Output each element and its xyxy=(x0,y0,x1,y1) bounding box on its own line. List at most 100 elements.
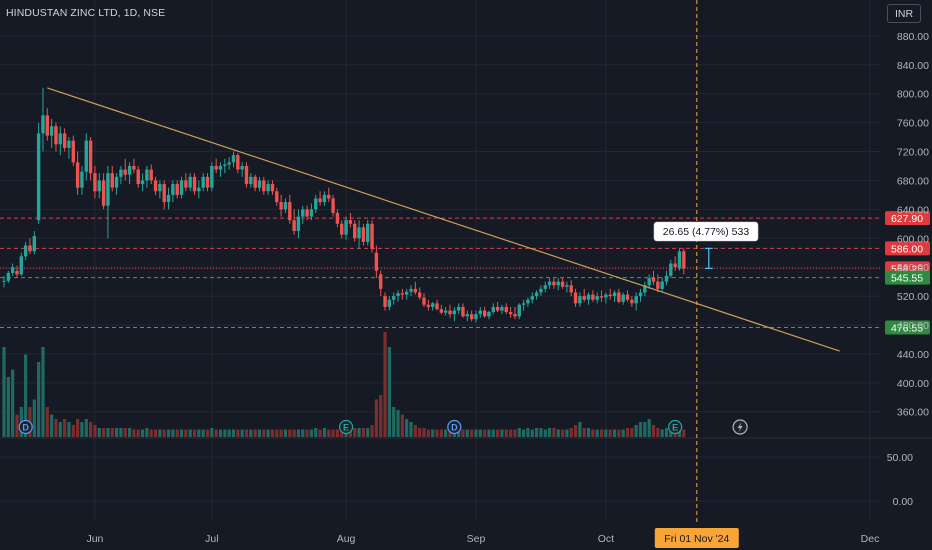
volume-bar xyxy=(353,428,357,437)
candle-body xyxy=(54,126,58,145)
volume-bar xyxy=(331,429,335,437)
candle-body xyxy=(656,281,660,289)
volume-bar xyxy=(387,347,391,437)
volume-bar xyxy=(374,399,378,437)
candle-body xyxy=(210,165,214,188)
volume-bar xyxy=(504,429,508,437)
volume-bar xyxy=(474,429,478,437)
price-level-label: 476.55 xyxy=(891,322,923,334)
candle-body xyxy=(283,202,288,210)
candle-body xyxy=(275,191,279,203)
volume-bar xyxy=(314,428,318,437)
candle-body xyxy=(101,180,106,206)
volume-bar xyxy=(638,422,643,437)
volume-bar xyxy=(487,429,491,437)
candle-body xyxy=(487,311,491,317)
volume-bar xyxy=(335,429,340,437)
candle-body xyxy=(456,306,461,311)
measure-tooltip-text: 26.65 (4.77%) 533 xyxy=(663,226,750,238)
volume-bar xyxy=(58,422,62,437)
volume-bar xyxy=(405,419,409,437)
candle-body xyxy=(119,169,123,177)
volume-bar xyxy=(63,419,67,437)
volume-bar xyxy=(604,429,608,437)
candle-body xyxy=(643,285,647,293)
volume-bar xyxy=(500,429,504,437)
volume-bar xyxy=(357,428,361,437)
candle-body xyxy=(439,309,444,313)
volume-bar xyxy=(379,395,383,437)
candle-body xyxy=(409,288,413,292)
candle-body xyxy=(543,285,547,289)
volume-bar xyxy=(227,429,231,437)
candle-body xyxy=(97,180,101,192)
volume-bar xyxy=(166,429,171,437)
currency-button[interactable]: INR xyxy=(887,4,921,23)
volume-bar xyxy=(491,429,495,437)
volume-bar xyxy=(578,422,582,437)
volume-bar xyxy=(413,425,417,437)
volume-bar xyxy=(582,428,586,437)
candle-body xyxy=(75,162,80,188)
candle-body xyxy=(651,278,656,282)
volume-bar xyxy=(110,428,114,437)
candle-body xyxy=(15,270,19,275)
volume-bar xyxy=(543,429,547,437)
candle-body xyxy=(145,169,149,181)
volume-bar xyxy=(132,429,136,437)
candle-body xyxy=(578,296,582,304)
volume-bar xyxy=(547,428,552,437)
volume-bar xyxy=(123,428,127,437)
price-axis-tick: 720.00 xyxy=(897,147,929,159)
candle-body xyxy=(162,184,166,203)
volume-bar xyxy=(522,429,526,437)
volume-bar xyxy=(266,429,270,437)
volume-bar xyxy=(534,428,539,437)
volume-bar xyxy=(539,428,543,437)
volume-bar xyxy=(32,399,36,437)
crosshair-date-bg xyxy=(654,528,739,548)
volume-bar xyxy=(396,410,400,437)
candle-body xyxy=(426,304,431,307)
volume-bar xyxy=(279,429,283,437)
candle-body xyxy=(400,293,405,295)
candle-body xyxy=(301,209,305,217)
candle-body xyxy=(270,184,275,192)
candle-body xyxy=(153,180,158,192)
price-axis-tick: 480.00 xyxy=(897,320,929,332)
volume-bar xyxy=(270,429,275,437)
candle-body xyxy=(521,303,526,305)
earnings-icon: E xyxy=(672,423,678,433)
candle-body xyxy=(500,306,504,311)
candle-body xyxy=(331,198,335,213)
candle-body xyxy=(279,202,283,210)
candle-body xyxy=(188,176,192,188)
candle-body xyxy=(158,184,162,192)
volume-bar xyxy=(301,429,305,437)
candle-body xyxy=(114,176,119,188)
volume-bar xyxy=(97,428,101,437)
candle-body xyxy=(266,184,270,192)
price-level-label-bg xyxy=(885,241,930,256)
volume-bar xyxy=(93,425,97,437)
candle-body xyxy=(513,314,517,317)
candle-body xyxy=(253,176,257,188)
candle-body xyxy=(560,281,565,287)
volume-bar xyxy=(647,419,651,437)
volume-bar xyxy=(249,429,253,437)
measure-tooltip-bg xyxy=(653,221,759,242)
candle-body xyxy=(340,223,344,235)
trendline-segment xyxy=(47,87,840,352)
volume-bar xyxy=(197,429,201,437)
candle-body xyxy=(71,140,75,163)
candle-body xyxy=(2,280,6,282)
volume-bar xyxy=(439,429,443,437)
candle-body xyxy=(49,126,54,136)
volume-bar xyxy=(2,347,6,437)
candle-body xyxy=(417,292,422,298)
candle-body xyxy=(504,306,508,312)
volume-bar xyxy=(305,429,309,437)
